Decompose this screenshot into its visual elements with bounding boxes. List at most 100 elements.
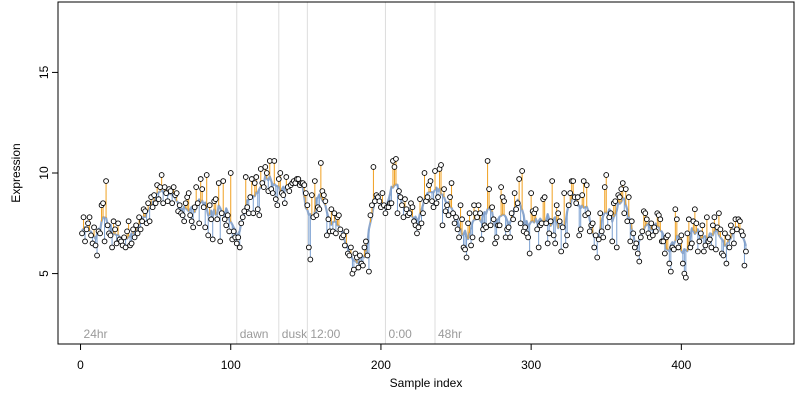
data-point: [322, 198, 329, 205]
data-point: [740, 232, 746, 239]
data-point: [468, 242, 474, 249]
data-point: [209, 236, 216, 243]
data-point: [91, 224, 97, 231]
data-point: [269, 190, 276, 196]
data-point: [357, 252, 363, 259]
data-point: [388, 200, 395, 207]
data-point: [710, 222, 716, 229]
data-point: [295, 176, 302, 182]
data-point: [369, 202, 375, 209]
data-point: [469, 234, 476, 241]
data-point: [169, 200, 176, 207]
data-point: [445, 212, 452, 219]
data-point: [85, 220, 91, 227]
data-point: [595, 236, 602, 243]
y-tick-label: 15: [37, 65, 51, 79]
data-point: [190, 224, 197, 231]
data-point: [643, 216, 650, 223]
data-point: [227, 170, 234, 176]
data-point: [609, 238, 616, 245]
y-tick-label: 10: [37, 166, 51, 180]
data-point: [361, 244, 368, 251]
data-point: [684, 230, 691, 237]
data-point: [406, 210, 413, 217]
data-point: [97, 230, 103, 237]
region-label: 0:00: [388, 327, 412, 341]
data-point: [639, 228, 646, 235]
data-point: [607, 210, 614, 217]
data-point: [325, 216, 332, 223]
data-point: [331, 210, 338, 217]
data-point: [466, 210, 473, 217]
data-point: [579, 192, 586, 198]
data-point: [239, 214, 246, 221]
data-point: [439, 222, 446, 229]
region-label: 24hr: [84, 327, 108, 341]
data-point: [574, 194, 581, 200]
data-point: [600, 234, 607, 241]
data-point: [233, 240, 240, 247]
data-point: [130, 226, 136, 233]
data-point: [133, 222, 139, 229]
data-point: [355, 264, 362, 271]
data-point: [708, 244, 715, 251]
data-point: [741, 262, 748, 269]
data-point: [251, 180, 258, 186]
data-point: [146, 218, 153, 225]
data-point: [397, 194, 404, 200]
data-point: [462, 246, 468, 253]
data-point: [675, 244, 682, 251]
data-point: [155, 196, 162, 203]
data-point: [113, 240, 120, 247]
data-point: [483, 224, 489, 231]
data-point: [342, 242, 348, 249]
data-point: [722, 230, 728, 237]
data-point: [477, 210, 483, 217]
data-point: [409, 204, 416, 211]
data-point: [438, 162, 444, 168]
data-point: [683, 274, 689, 281]
data-point: [235, 234, 242, 241]
data-point: [100, 200, 106, 207]
data-point: [311, 178, 318, 184]
data-point: [628, 218, 635, 225]
data-point: [555, 210, 562, 217]
data-point: [247, 194, 254, 200]
data-point: [348, 244, 354, 251]
x-tick-label: 200: [371, 358, 391, 372]
data-point: [603, 172, 610, 178]
data-point: [364, 252, 371, 259]
data-point: [442, 208, 449, 215]
data-point: [230, 228, 237, 235]
data-point: [376, 198, 383, 205]
data-point: [642, 210, 649, 217]
data-point: [562, 242, 569, 249]
data-point: [457, 202, 464, 209]
data-point: [576, 232, 583, 239]
data-point: [367, 212, 374, 219]
region-label: dawn: [240, 327, 269, 341]
data-point: [699, 222, 706, 229]
data-point: [713, 246, 719, 253]
data-point: [360, 262, 366, 269]
data-point: [430, 204, 437, 211]
data-point: [124, 228, 130, 235]
data-point: [242, 174, 249, 180]
data-point: [541, 194, 548, 200]
data-point: [94, 252, 100, 259]
data-point: [672, 206, 679, 213]
data-point: [556, 218, 563, 225]
data-point: [636, 258, 643, 265]
data-point: [272, 196, 279, 203]
data-point: [321, 192, 327, 198]
data-point: [260, 184, 267, 190]
data-point: [415, 224, 422, 231]
data-point: [432, 168, 438, 174]
data-point: [604, 224, 611, 231]
data-point: [122, 244, 129, 251]
data-point: [400, 214, 407, 221]
data-point: [637, 234, 644, 241]
data-point: [514, 200, 521, 207]
data-point: [262, 164, 269, 170]
data-point: [107, 232, 114, 239]
